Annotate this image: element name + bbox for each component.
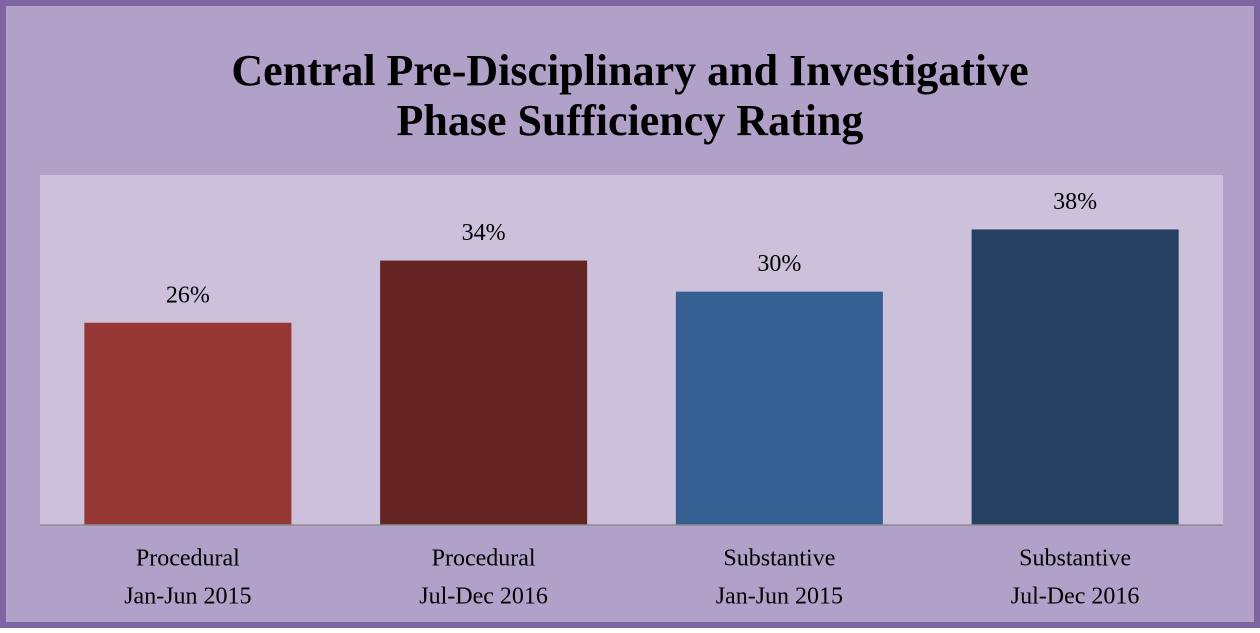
bar	[675, 291, 883, 525]
bar	[971, 229, 1179, 525]
chart-title: Central Pre-Disciplinary and Investigati…	[231, 46, 1028, 95]
data-label: 34%	[462, 220, 506, 246]
x-tick-label: Procedural	[136, 546, 240, 572]
bar	[380, 260, 588, 525]
bar	[84, 322, 292, 525]
chart-title: Phase Sufficiency Rating	[397, 96, 864, 145]
data-label: 26%	[166, 282, 210, 308]
x-tick-label: Jul-Dec 2016	[419, 584, 548, 610]
x-tick-label: Substantive	[1019, 546, 1131, 572]
x-tick-label: Jan-Jun 2015	[124, 584, 251, 610]
x-tick-label: Procedural	[432, 546, 536, 572]
data-label: 38%	[1053, 189, 1097, 215]
x-tick-label: Jan-Jun 2015	[716, 584, 843, 610]
x-tick-label: Substantive	[723, 546, 835, 572]
x-tick-label: Jul-Dec 2016	[1011, 584, 1140, 610]
data-label: 30%	[757, 251, 801, 277]
